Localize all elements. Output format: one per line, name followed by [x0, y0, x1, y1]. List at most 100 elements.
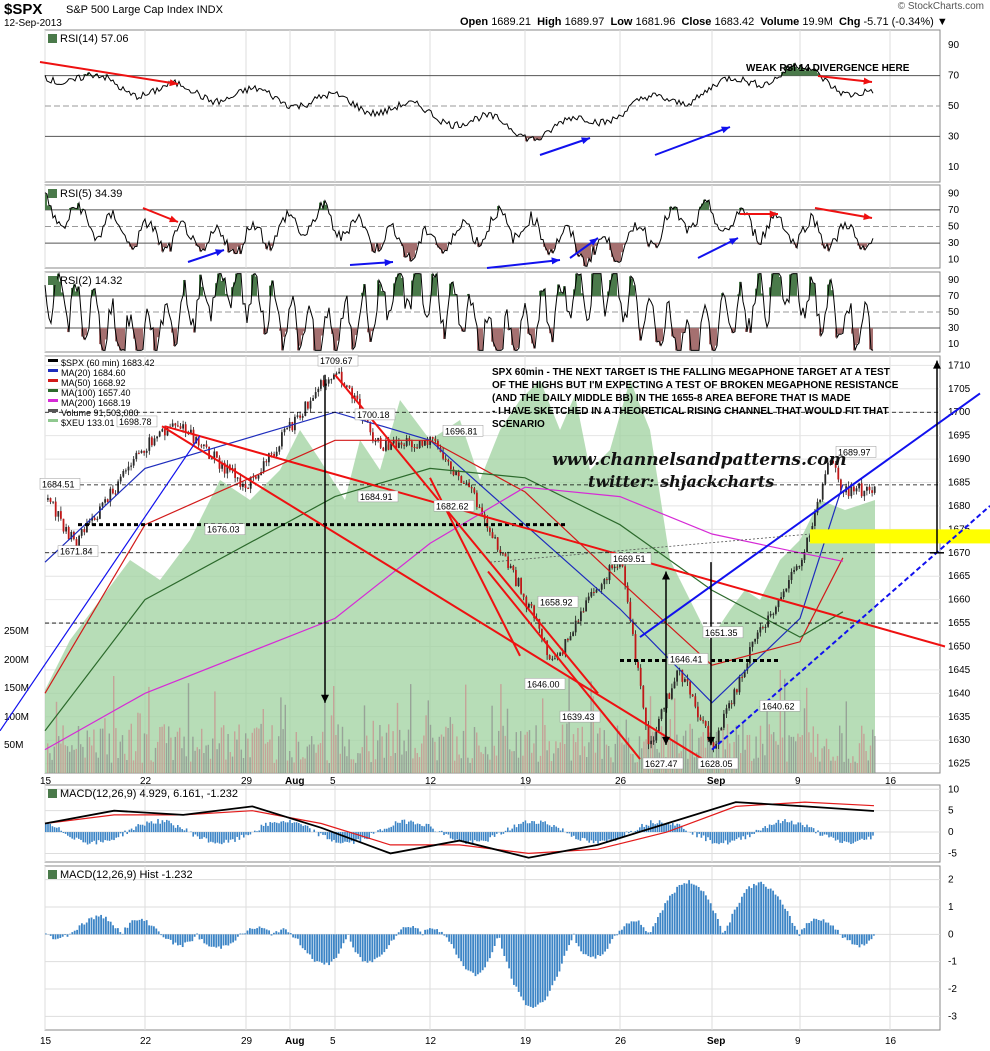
price-label-box: [357, 490, 399, 503]
hist-bar: [412, 926, 414, 935]
macd-hist-bar: [124, 830, 126, 833]
hist-bar: [474, 934, 477, 977]
hist-bar: [796, 929, 798, 935]
oversold-fill: [855, 328, 857, 346]
overbought-fill: [221, 280, 223, 296]
hist-bar: [49, 934, 52, 936]
candle-body: [720, 727, 723, 731]
volume-bar: [348, 739, 350, 773]
volume-bar: [748, 734, 751, 773]
volume-bar: [715, 731, 718, 773]
macd-hist-bar: [267, 825, 269, 833]
macd-hist-bar: [218, 832, 221, 844]
macd-hist-bar: [300, 824, 302, 833]
volume-bar: [669, 719, 671, 773]
volume-bar: [500, 684, 502, 773]
volume-bar: [458, 754, 460, 773]
volume-bar: [592, 696, 594, 773]
measure-arrow-down-head: [662, 736, 670, 745]
hist-bar: [774, 894, 777, 935]
macd-hist-bar: [566, 832, 568, 834]
macd-hist-bar: [177, 825, 179, 833]
overbought-fill: [57, 273, 59, 296]
volume-bar: [231, 756, 234, 773]
oversold-fill: [473, 243, 475, 244]
macd-hist-bar: [621, 832, 623, 838]
overbought-fill: [799, 64, 801, 76]
volume-bar: [251, 732, 253, 773]
hist-bar: [539, 934, 542, 1003]
dropdown-icon[interactable]: ▼: [936, 16, 948, 28]
macd-hist-bar: [67, 832, 69, 836]
hist-bar: [808, 922, 810, 935]
macd-hist-bar: [766, 828, 769, 833]
volume-bar: [790, 736, 792, 773]
oversold-fill: [711, 328, 713, 351]
hist-bar: [618, 930, 621, 935]
hist-bar: [546, 934, 549, 997]
macd-hist-bar: [128, 829, 131, 833]
macd-hist-bar: [650, 820, 652, 833]
macd-hist-bar: [456, 832, 458, 840]
candle-body: [853, 486, 855, 492]
macd-hist-bar: [196, 832, 199, 837]
volume-bar: [102, 728, 104, 773]
oversold-fill: [411, 243, 413, 260]
volume-bar: [58, 736, 60, 773]
volume-bar: [150, 760, 152, 773]
candle-body: [296, 415, 299, 417]
hist-bar: [849, 934, 851, 941]
candle-body: [78, 535, 80, 547]
volume-bar: [825, 738, 828, 773]
hist-bar: [556, 934, 558, 977]
candle-body: [795, 566, 798, 571]
candle-body: [647, 725, 650, 745]
candle-body: [702, 720, 704, 722]
candle-body: [351, 387, 353, 399]
oversold-fill: [657, 328, 659, 342]
candle-body: [416, 447, 418, 449]
macd-hist-bar: [379, 829, 381, 833]
hist-bar: [613, 934, 616, 936]
overbought-fill: [703, 199, 705, 210]
candle-body: [463, 482, 465, 484]
hist-bar: [805, 923, 808, 935]
hist-bar: [820, 920, 822, 935]
candle-body: [88, 520, 91, 523]
overbought-fill: [773, 273, 775, 296]
candle-body: [299, 415, 301, 418]
hist-bar: [803, 928, 806, 935]
oversold-fill: [595, 243, 597, 246]
oversold-fill: [585, 243, 587, 267]
macd-line: [44, 801, 875, 859]
candle-body: [52, 501, 54, 503]
candle-body: [743, 670, 746, 678]
candle-body: [585, 600, 587, 612]
macd-hist-bar: [590, 832, 593, 841]
volume-bar: [856, 763, 858, 773]
candle-body: [496, 537, 499, 550]
hist-bar: [71, 932, 74, 935]
candle-body: [468, 482, 470, 488]
candle-body: [595, 589, 598, 593]
candle-body: [764, 626, 767, 628]
y-tick-label: 50: [948, 222, 960, 233]
macd-hist-bar: [608, 832, 610, 840]
price-label: 1640.62: [762, 701, 795, 711]
x-tick-label: 16: [885, 776, 897, 787]
volume-bar: [146, 734, 148, 773]
volume-bar: [313, 744, 315, 773]
volume-bar: [427, 700, 429, 773]
candle-body: [751, 641, 754, 648]
price-tick-label: 1640: [948, 688, 971, 699]
macd-hist-bar: [643, 826, 645, 833]
candle-body: [759, 627, 762, 633]
hist-bar: [376, 934, 378, 958]
macd-hist-bar: [333, 832, 335, 840]
hist-bar: [81, 923, 83, 935]
candle-body: [736, 689, 738, 693]
candle-body: [275, 451, 278, 457]
oversold-fill: [673, 328, 675, 339]
hist-bar: [162, 934, 165, 938]
candle-body: [541, 628, 543, 639]
